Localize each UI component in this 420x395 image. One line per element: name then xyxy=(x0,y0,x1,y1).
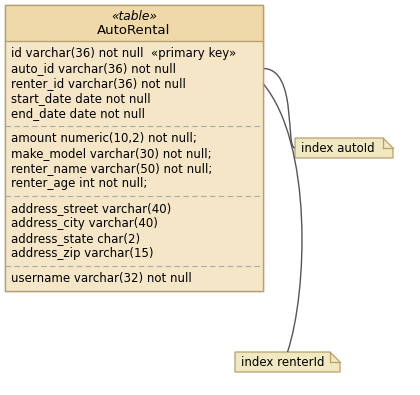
Text: renter_id varchar(36) not null: renter_id varchar(36) not null xyxy=(11,77,186,90)
Polygon shape xyxy=(295,138,393,158)
Text: address_city varchar(40): address_city varchar(40) xyxy=(11,217,158,230)
Text: AutoRental: AutoRental xyxy=(97,23,171,36)
FancyBboxPatch shape xyxy=(5,5,263,291)
Text: «table»: «table» xyxy=(111,9,157,23)
FancyBboxPatch shape xyxy=(5,266,263,291)
Polygon shape xyxy=(235,352,340,372)
FancyBboxPatch shape xyxy=(5,41,263,126)
Text: address_zip varchar(15): address_zip varchar(15) xyxy=(11,247,153,260)
FancyBboxPatch shape xyxy=(5,126,263,196)
Text: index renterId: index renterId xyxy=(241,356,325,369)
Text: renter_name varchar(50) not null;: renter_name varchar(50) not null; xyxy=(11,162,213,175)
Text: address_state char(2): address_state char(2) xyxy=(11,232,140,245)
Text: start_date date not null: start_date date not null xyxy=(11,92,151,105)
Text: make_model varchar(30) not null;: make_model varchar(30) not null; xyxy=(11,147,212,160)
Text: id varchar(36) not null  «primary key»: id varchar(36) not null «primary key» xyxy=(11,47,236,60)
Text: renter_age int not null;: renter_age int not null; xyxy=(11,177,147,190)
FancyBboxPatch shape xyxy=(5,5,263,41)
Text: index autoId: index autoId xyxy=(301,141,375,154)
Text: amount numeric(10,2) not null;: amount numeric(10,2) not null; xyxy=(11,132,197,145)
Text: auto_id varchar(36) not null: auto_id varchar(36) not null xyxy=(11,62,176,75)
Text: address_street varchar(40): address_street varchar(40) xyxy=(11,202,171,215)
Text: end_date date not null: end_date date not null xyxy=(11,107,145,120)
FancyBboxPatch shape xyxy=(5,196,263,266)
Text: username varchar(32) not null: username varchar(32) not null xyxy=(11,272,192,285)
